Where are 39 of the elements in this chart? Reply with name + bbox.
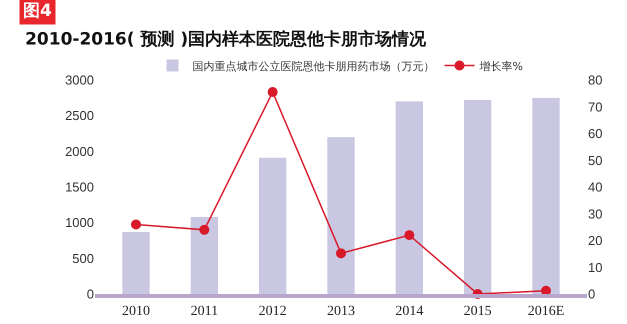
x-tick-label: 2015 [464,304,492,319]
y-tick-label: 2500 [65,108,94,124]
legend-label: 增长率% [478,60,523,73]
y2-tick-label: 50 [588,152,602,168]
y-tick-label: 500 [72,250,94,266]
y2-tick-label: 40 [588,180,602,195]
y-tick-label: 0 [86,286,94,302]
y2-tick-label: 80 [588,72,602,88]
point [336,248,346,258]
y2-tick-label: 70 [588,99,602,114]
point [131,219,141,230]
y2-tick-label: 60 [588,126,602,142]
x-tick-label: 2010 [122,304,150,319]
x-tick-label: 2011 [190,304,218,319]
y-tick-label: 2000 [65,144,94,159]
chart-title: 2010-2016( 预测 )国内样本医院恩他卡朋市场情况 [25,29,428,50]
y-tick-label: 1500 [65,180,94,195]
caption: 图4 [23,1,52,21]
bar [396,101,423,294]
x-tick-label: 2013 [327,304,355,319]
y2-tick-label: 30 [588,206,602,222]
bar [122,232,150,294]
point [404,230,414,240]
bar [464,100,492,294]
bar [327,137,355,294]
y-tick-label: 3000 [65,72,94,88]
bar [532,98,560,294]
x-tick-label: 2016E [528,304,564,319]
legend-label: 国内重点城市公立医院恩他卡朋用药市场（万元） [192,60,434,73]
y2-tick-label: 20 [588,233,602,248]
point [199,224,210,235]
bar [259,158,286,294]
x-tick-label: 2012 [258,304,287,319]
y2-tick-label: 0 [588,286,596,302]
bar [190,216,218,294]
y2-tick-label: 10 [588,260,602,275]
x-tick-label: 2014 [395,304,424,319]
y-tick-label: 1000 [65,215,94,230]
point [268,87,278,98]
